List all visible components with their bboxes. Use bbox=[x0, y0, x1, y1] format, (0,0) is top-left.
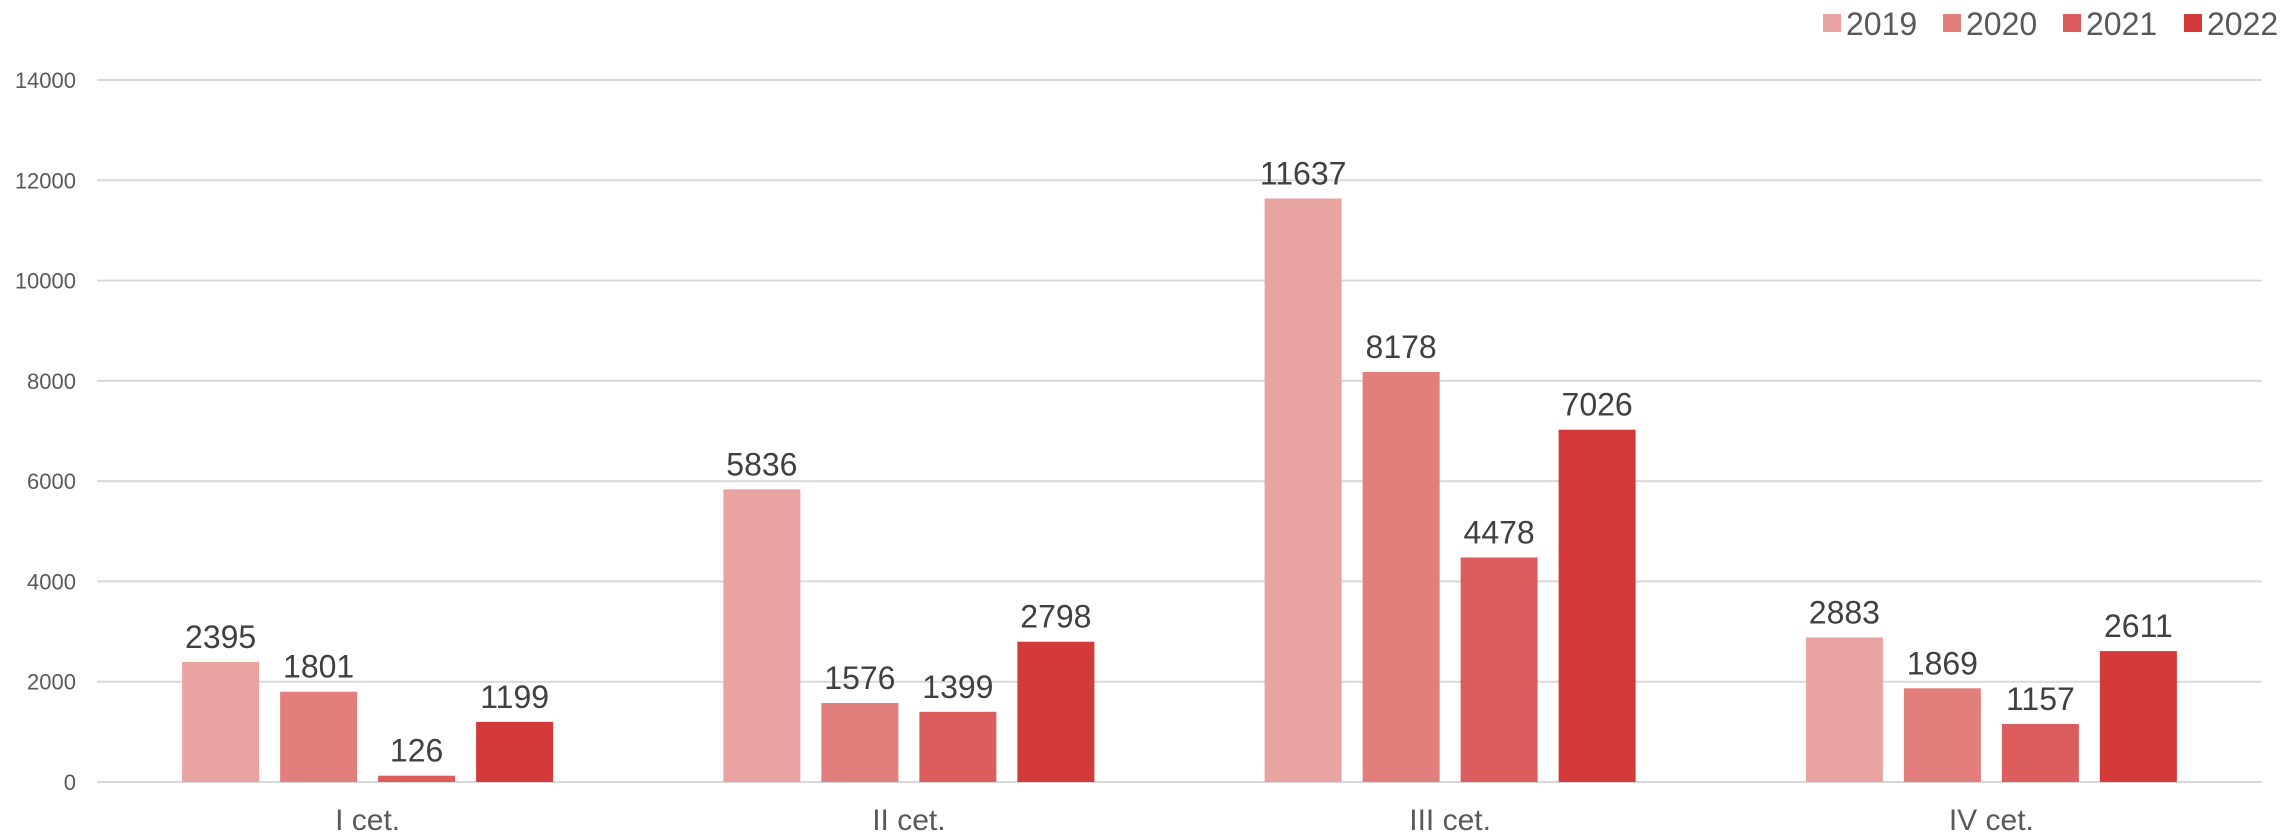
bar-2019-2 bbox=[723, 489, 800, 782]
data-label: 1801 bbox=[283, 649, 354, 685]
data-label: 5836 bbox=[726, 446, 797, 482]
bar-2022-3 bbox=[1559, 430, 1636, 782]
y-tick-label: 10000 bbox=[15, 269, 76, 294]
data-label: 126 bbox=[390, 733, 443, 769]
bar-2021-1 bbox=[378, 776, 455, 782]
data-label: 2883 bbox=[1809, 594, 1880, 630]
y-tick-label: 2000 bbox=[27, 670, 76, 695]
data-label: 2611 bbox=[2104, 608, 2173, 644]
legend-label: 2020 bbox=[1966, 6, 2037, 42]
bar-2020-2 bbox=[821, 703, 898, 782]
data-label: 1576 bbox=[824, 660, 895, 696]
data-label: 4478 bbox=[1464, 514, 1535, 550]
y-tick-label: 12000 bbox=[15, 168, 76, 193]
bar-2020-3 bbox=[1363, 372, 1440, 782]
data-label: 1199 bbox=[480, 679, 549, 715]
bar-2020-4 bbox=[1904, 688, 1981, 782]
category-label: II cet. bbox=[872, 804, 945, 837]
bar-2022-1 bbox=[476, 722, 553, 782]
bar-2021-4 bbox=[2002, 724, 2079, 782]
data-label: 8178 bbox=[1366, 329, 1437, 365]
legend-label: 2022 bbox=[2207, 6, 2278, 42]
data-label: 1399 bbox=[922, 669, 993, 705]
category-label: I cet. bbox=[335, 804, 400, 837]
legend-swatch-2022 bbox=[2184, 14, 2202, 32]
data-label: 2798 bbox=[1020, 599, 1091, 635]
data-label: 2395 bbox=[185, 619, 256, 655]
bar-2021-3 bbox=[1461, 557, 1538, 782]
bar-2022-4 bbox=[2100, 651, 2177, 782]
legend: 2019 2020 2021 2022 bbox=[1823, 6, 2278, 42]
legend-swatch-2020 bbox=[1943, 14, 1961, 32]
x-axis-category-labels: I cet. II cet. III cet. IV cet. bbox=[335, 804, 2034, 837]
category-label: III cet. bbox=[1409, 804, 1491, 837]
legend-label: 2021 bbox=[2086, 6, 2157, 42]
legend-swatch-2019 bbox=[1823, 14, 1841, 32]
legend-swatch-2021 bbox=[2063, 14, 2081, 32]
y-tick-label: 4000 bbox=[27, 569, 76, 594]
y-tick-label: 6000 bbox=[27, 469, 76, 494]
y-tick-label: 14000 bbox=[15, 68, 76, 93]
y-tick-label: 0 bbox=[64, 770, 76, 795]
bar-2019-4 bbox=[1806, 637, 1883, 782]
y-axis-tick-labels: 0 2000 4000 6000 8000 10000 12000 14000 bbox=[15, 68, 76, 795]
category-label: IV cet. bbox=[1949, 804, 2034, 837]
bar-2019-1 bbox=[182, 662, 259, 782]
data-label: 7026 bbox=[1562, 387, 1633, 423]
data-label: 1869 bbox=[1907, 645, 1978, 681]
legend-label: 2019 bbox=[1846, 6, 1917, 42]
bar-2019-3 bbox=[1265, 198, 1342, 782]
bar-2020-1 bbox=[280, 692, 357, 782]
data-label: 1157 bbox=[2006, 681, 2075, 717]
data-label: 11637 bbox=[1260, 155, 1347, 191]
bar-2022-2 bbox=[1017, 642, 1094, 782]
bar-2021-2 bbox=[919, 712, 996, 782]
y-tick-label: 8000 bbox=[27, 369, 76, 394]
